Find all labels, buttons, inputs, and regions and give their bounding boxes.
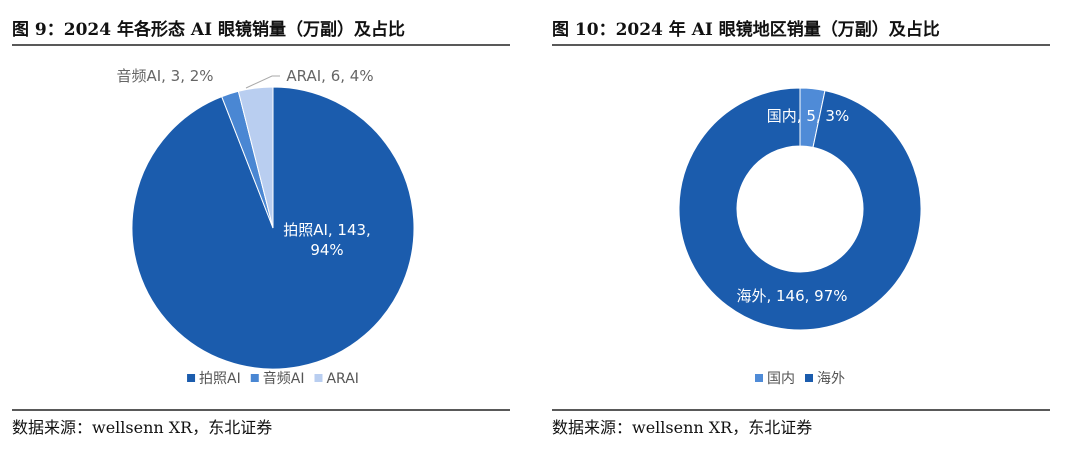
legend-label: 国内 xyxy=(767,371,795,387)
legend-label: ARAI xyxy=(326,371,358,387)
leader-line xyxy=(245,75,280,89)
legend-swatch xyxy=(250,374,259,382)
data-label: 国内, 5, 3% xyxy=(766,107,850,125)
legend-swatch xyxy=(755,374,763,382)
chart-title: 图 9：2024 年各形态 AI 眼镜销量（万副）及占比 xyxy=(12,19,405,40)
legend-label: 拍照AI xyxy=(199,371,241,387)
legend-swatch xyxy=(314,374,323,382)
data-label: ARAI, 6, 4% xyxy=(286,67,374,85)
slice xyxy=(237,86,274,229)
source: 数据来源：wellsenn XR，东北证券 xyxy=(552,418,812,437)
data-label: 拍照AI, 143, 94% xyxy=(283,221,371,259)
legend-label: 海外 xyxy=(817,371,845,387)
legend-swatch xyxy=(187,374,196,382)
source: 数据来源：wellsenn XR，东北证券 xyxy=(12,418,272,437)
legend-label: 音频AI xyxy=(263,370,305,387)
data-label: 音频AI, 3, 2% xyxy=(116,67,214,85)
legend-swatch xyxy=(805,374,813,382)
data-label: 海外, 146, 97% xyxy=(736,287,848,305)
chart-title: 图 10：2024 年 AI 眼镜地区销量（万副）及占比 xyxy=(552,19,940,40)
slice xyxy=(678,87,922,331)
